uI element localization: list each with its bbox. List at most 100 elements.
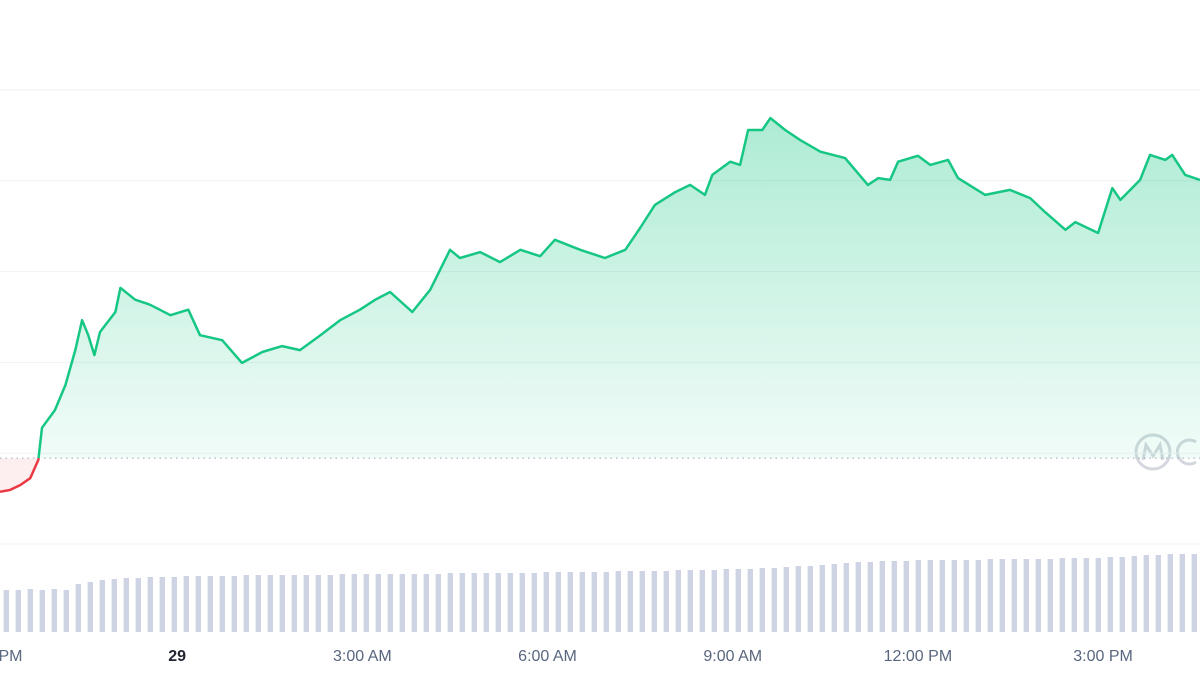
volume-bar bbox=[243, 575, 249, 632]
volume-bar bbox=[639, 571, 645, 632]
volume-bar bbox=[483, 573, 489, 632]
volume-bar bbox=[63, 590, 69, 632]
volume-bar bbox=[255, 575, 261, 632]
volume-bar bbox=[1119, 557, 1125, 632]
volume-bar bbox=[735, 569, 741, 632]
volume-bar bbox=[651, 571, 657, 632]
volume-bar bbox=[87, 582, 93, 632]
volume-bar bbox=[723, 569, 729, 632]
volume-bar bbox=[135, 578, 141, 632]
volume-bar bbox=[1059, 558, 1065, 632]
volume-bar bbox=[603, 572, 609, 632]
x-tick-label: PM bbox=[0, 648, 22, 665]
x-tick-label: 3:00 PM bbox=[1073, 648, 1133, 665]
volume-bar bbox=[1179, 554, 1185, 632]
volume-bar bbox=[339, 574, 345, 632]
x-tick-label: 6:00 AM bbox=[518, 648, 577, 665]
volume-bar bbox=[1011, 559, 1017, 632]
volume-bar bbox=[1083, 558, 1089, 632]
area-up bbox=[0, 118, 1200, 459]
volume-bar bbox=[819, 565, 825, 632]
volume-bar bbox=[903, 561, 909, 632]
volume-bar bbox=[39, 590, 45, 632]
volume-bar bbox=[1095, 558, 1101, 632]
volume-bar bbox=[927, 560, 933, 632]
volume-bar bbox=[495, 573, 501, 632]
volume-bar bbox=[1143, 555, 1149, 632]
volume-bar bbox=[447, 573, 453, 632]
volume-bar bbox=[195, 576, 201, 632]
area-down bbox=[0, 458, 39, 492]
volume-bar bbox=[567, 572, 573, 632]
volume-bar bbox=[975, 560, 981, 632]
volume-bar bbox=[939, 560, 945, 632]
volume-bar bbox=[711, 570, 717, 632]
volume-bar bbox=[27, 589, 33, 632]
volume-bar bbox=[123, 578, 129, 632]
volume-bar bbox=[579, 572, 585, 632]
volume-bar bbox=[351, 574, 357, 632]
volume-bar bbox=[231, 576, 237, 632]
volume-bar bbox=[783, 567, 789, 632]
volume-bar bbox=[363, 574, 369, 632]
volume-bar bbox=[399, 574, 405, 632]
volume-bar bbox=[951, 560, 957, 632]
volume-bar bbox=[543, 572, 549, 632]
volume-bar bbox=[675, 570, 681, 632]
volume-bar bbox=[591, 572, 597, 632]
volume-bar bbox=[1023, 559, 1029, 632]
volume-bar bbox=[747, 569, 753, 632]
volume-bar bbox=[459, 573, 465, 632]
volume-bar bbox=[771, 568, 777, 632]
x-tick-label: 9:00 AM bbox=[703, 648, 762, 665]
volume-bar bbox=[159, 577, 165, 632]
volume-bar bbox=[387, 574, 393, 632]
volume-bar bbox=[291, 575, 297, 632]
volume-bar bbox=[915, 560, 921, 632]
volume-bar bbox=[411, 574, 417, 632]
volume-bar bbox=[3, 590, 9, 632]
volume-bar bbox=[111, 579, 117, 632]
volume-bar bbox=[75, 584, 81, 632]
volume-bar bbox=[315, 575, 321, 632]
volume-bar bbox=[855, 562, 861, 632]
volume-bar bbox=[663, 571, 669, 632]
volume-bar bbox=[963, 560, 969, 632]
volume-bar bbox=[867, 562, 873, 632]
volume-bar bbox=[99, 580, 105, 632]
volume-bar bbox=[423, 574, 429, 632]
volume-bar bbox=[1047, 559, 1053, 632]
volume-bar bbox=[531, 573, 537, 632]
volume-bar bbox=[279, 575, 285, 632]
volume-bar bbox=[1107, 557, 1113, 632]
volume-bar bbox=[375, 574, 381, 632]
volume-bar bbox=[699, 570, 705, 632]
volume-bar bbox=[183, 576, 189, 632]
volume-bar bbox=[999, 559, 1005, 632]
x-tick-label: 3:00 AM bbox=[333, 648, 392, 665]
volume-bar bbox=[1155, 555, 1161, 632]
volume-bar bbox=[1167, 554, 1173, 632]
volume-bar bbox=[555, 572, 561, 632]
volume-bar bbox=[327, 575, 333, 632]
volume-bar bbox=[891, 561, 897, 632]
volume-bar bbox=[471, 573, 477, 632]
price-line-up bbox=[37, 116, 1200, 459]
volume-bar bbox=[519, 573, 525, 632]
volume-bar bbox=[1071, 558, 1077, 632]
volume-bar bbox=[795, 566, 801, 632]
volume-bar bbox=[51, 589, 57, 632]
volume-bar bbox=[1191, 554, 1197, 632]
volume-bar bbox=[147, 577, 153, 632]
volume-bar bbox=[267, 575, 273, 632]
volume-bar bbox=[1131, 556, 1137, 632]
volume-bar bbox=[687, 570, 693, 632]
volume-bar bbox=[879, 561, 885, 632]
volume-bar bbox=[627, 571, 633, 632]
volume-bar bbox=[507, 573, 513, 632]
volume-bar bbox=[15, 590, 21, 632]
volume-bar bbox=[435, 574, 441, 632]
volume-bar bbox=[843, 563, 849, 632]
volume-bar bbox=[807, 566, 813, 632]
volume-bar bbox=[171, 577, 177, 632]
